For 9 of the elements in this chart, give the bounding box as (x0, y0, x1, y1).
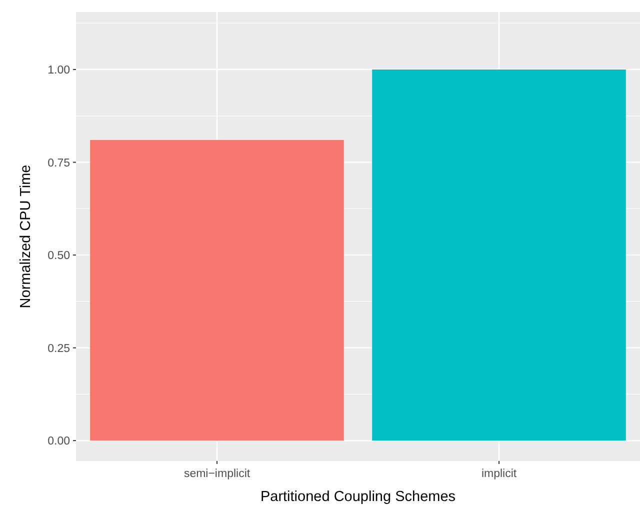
y-tick-label: 0.00 (48, 436, 70, 448)
x-tick-label: semi−implicit (184, 468, 251, 480)
y-tick-label: 0.50 (48, 250, 70, 262)
y-axis-title: Normalized CPU Time (18, 164, 34, 308)
x-tick-label: implicit (481, 468, 518, 480)
y-tick-label: 1.00 (48, 64, 70, 77)
x-axis-title: Partitioned Coupling Schemes (260, 489, 456, 505)
y-tick-label: 0.25 (48, 342, 70, 355)
y-tick-label: 0.75 (48, 157, 70, 170)
